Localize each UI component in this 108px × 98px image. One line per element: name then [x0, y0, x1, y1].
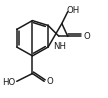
Text: O: O — [47, 77, 53, 86]
Text: OH: OH — [67, 6, 80, 15]
Text: O: O — [84, 32, 91, 41]
Text: NH: NH — [53, 42, 66, 51]
Text: HO: HO — [2, 78, 16, 87]
